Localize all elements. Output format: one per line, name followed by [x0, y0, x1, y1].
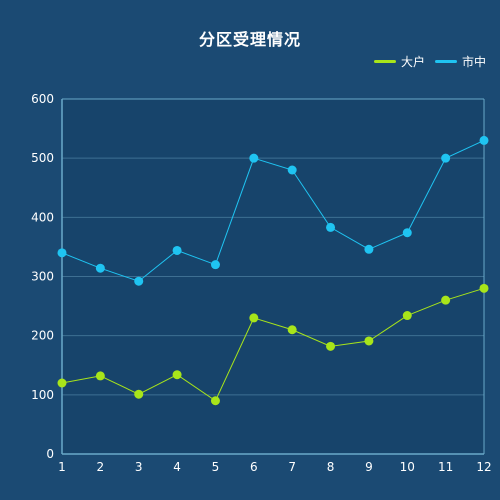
legend-item-series-0[interactable]: 大户: [373, 53, 425, 70]
y-tick-label-2: 200: [31, 329, 54, 343]
data-point-series-0-0: [57, 378, 67, 388]
data-point-series-1-7: [326, 222, 336, 232]
data-point-series-1-10: [441, 153, 451, 163]
data-point-series-0-10: [441, 295, 451, 305]
legend-swatch-series-0: [373, 60, 396, 63]
data-point-series-0-4: [210, 396, 220, 406]
data-point-series-1-8: [364, 244, 374, 254]
x-tick-label-4: 5: [212, 460, 220, 474]
data-point-series-1-0: [57, 248, 67, 258]
chart-legend: 大户 市中: [373, 53, 486, 70]
x-tick-label-6: 7: [288, 460, 296, 474]
data-point-series-0-9: [402, 311, 412, 321]
y-tick-label-4: 400: [31, 210, 54, 224]
x-tick-label-9: 10: [400, 460, 415, 474]
x-tick-label-3: 4: [173, 460, 181, 474]
x-tick-label-1: 2: [97, 460, 105, 474]
data-point-series-0-5: [249, 313, 259, 323]
data-point-series-1-11: [479, 135, 489, 145]
chart-title: 分区受理情况: [198, 30, 301, 49]
data-point-series-1-6: [287, 165, 297, 175]
data-point-series-0-3: [172, 370, 182, 380]
data-point-series-1-9: [402, 228, 412, 238]
data-point-series-0-11: [479, 283, 489, 293]
x-tick-label-5: 6: [250, 460, 258, 474]
x-tick-label-7: 8: [327, 460, 335, 474]
y-tick-label-3: 300: [31, 270, 54, 284]
data-point-series-0-7: [326, 341, 336, 351]
legend-swatch-series-1: [434, 60, 457, 63]
x-tick-label-10: 11: [438, 460, 453, 474]
data-point-series-0-2: [134, 389, 144, 399]
x-tick-label-11: 12: [476, 460, 491, 474]
legend-label-series-0: 大户: [400, 55, 425, 69]
data-point-series-1-3: [172, 245, 182, 255]
data-point-series-0-1: [95, 371, 105, 381]
data-point-series-1-5: [249, 153, 259, 163]
y-tick-label-1: 100: [31, 388, 54, 402]
data-point-series-0-6: [287, 325, 297, 335]
x-tick-label-2: 3: [135, 460, 143, 474]
series-line-1: [61, 139, 485, 282]
x-tick-label-0: 1: [58, 460, 66, 474]
x-tick-label-8: 9: [365, 460, 373, 474]
y-tick-label-6: 600: [31, 92, 54, 106]
legend-label-series-1: 市中: [461, 55, 486, 69]
data-point-series-1-4: [210, 260, 220, 270]
data-point-series-0-8: [364, 336, 374, 346]
legend-item-series-1[interactable]: 市中: [434, 53, 486, 70]
data-point-series-1-1: [95, 263, 105, 273]
y-tick-label-0: 0: [46, 447, 54, 461]
series-line-0: [61, 287, 485, 402]
y-tick-label-5: 500: [31, 151, 54, 165]
data-point-series-1-2: [134, 276, 144, 286]
